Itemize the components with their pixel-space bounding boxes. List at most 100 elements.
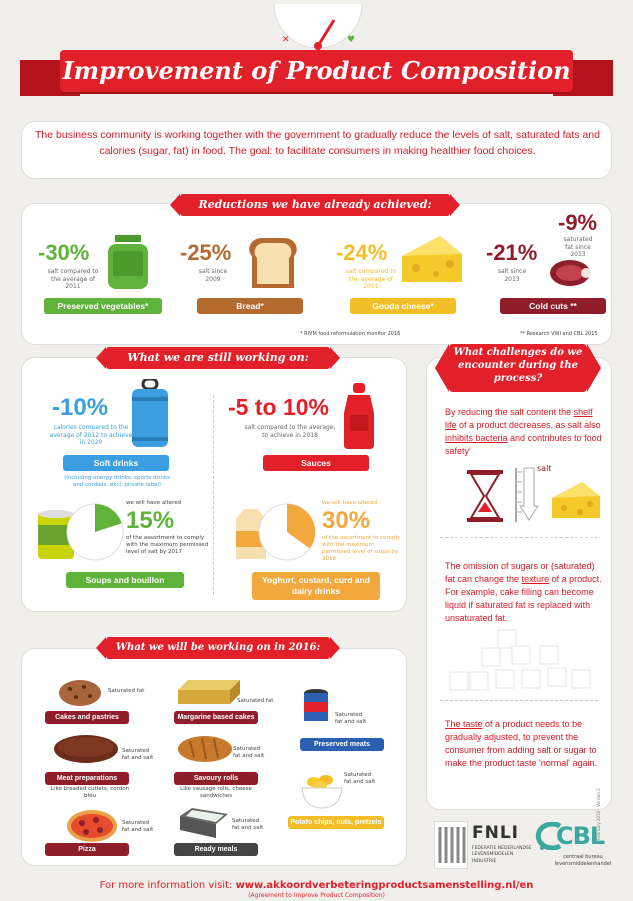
sauces-label: Sauces bbox=[263, 455, 369, 471]
achieved-label-2: Bread* bbox=[197, 298, 303, 314]
roll-icon bbox=[178, 736, 232, 762]
achieved-sub-4: salt since 2013 bbox=[497, 268, 527, 283]
jar-icon bbox=[108, 235, 148, 289]
tin-can-icon bbox=[304, 689, 328, 721]
cake-bar-icon bbox=[178, 680, 240, 704]
achieved-sub-3: salt compared to the average of 2011 bbox=[345, 268, 397, 290]
achieved-sub-1: salt compared to the average of 2011 bbox=[47, 268, 99, 290]
sauce-bottle-icon bbox=[344, 383, 374, 449]
sauces-pct: -5 to 10% bbox=[228, 394, 329, 420]
intro-text: The business community is working togeth… bbox=[35, 129, 600, 157]
dairy-pct: 30% bbox=[322, 507, 371, 534]
pizza-label: Pizza bbox=[45, 843, 129, 856]
ready-label: Ready meals bbox=[174, 843, 258, 856]
cbl-sub: centraal bureau levensmiddelenhandel bbox=[554, 854, 612, 867]
dairy-label: Yoghurt, custard, curd and dairy drinks bbox=[252, 572, 380, 601]
challenges-heading-bg bbox=[449, 344, 587, 392]
cbl-logo: CBL bbox=[556, 822, 605, 850]
salt-label: salt bbox=[537, 464, 552, 473]
achieved-heading: Reductions we have already achieved: bbox=[170, 194, 460, 216]
achieved-pct2-4: -9% bbox=[558, 210, 598, 235]
cheese-small-icon bbox=[552, 482, 600, 518]
chips-bowl-icon bbox=[301, 775, 343, 809]
fnli-logo: FNLI bbox=[472, 823, 519, 843]
soups-label: Soups and bouillon bbox=[66, 572, 184, 588]
margarine-note: Saturated fat bbox=[237, 698, 274, 704]
page-title: Improvement of Product Composition bbox=[62, 56, 571, 85]
meats-note: Saturated fat and salt bbox=[335, 712, 367, 726]
chips-note: Saturated fat and salt bbox=[344, 772, 376, 786]
footer-url[interactable]: www.akkoordverbeteringproductsamenstelli… bbox=[235, 880, 534, 891]
challenge-divider-1 bbox=[440, 537, 598, 538]
cakes-note: Saturated fat bbox=[108, 688, 145, 694]
challenge-2: The omission of sugars or (saturated) fa… bbox=[445, 561, 602, 624]
svg-text:✕: ✕ bbox=[282, 35, 290, 45]
bread-icon bbox=[249, 238, 297, 288]
challenges-heading: What challenges do we encounter during t… bbox=[453, 347, 583, 384]
footer-line: For more information visit: www.akkoordv… bbox=[0, 880, 633, 892]
soup-can-icon bbox=[38, 510, 74, 559]
challenge-divider-2 bbox=[440, 700, 598, 701]
cheese-icon bbox=[402, 236, 462, 282]
soft-sub: calories compared to the average of 2012… bbox=[49, 424, 133, 446]
pizza-icon bbox=[67, 810, 117, 842]
working-heading: What we are still working on: bbox=[96, 347, 340, 369]
achieved-foot-2: ** Research VWI and CBL 2015 bbox=[520, 331, 598, 337]
salt-scale-icon bbox=[515, 467, 538, 522]
ready-note: Saturated fat and salt bbox=[232, 818, 264, 832]
soft-pct: -10% bbox=[52, 394, 109, 421]
rolls-extra: Like sausage rolls, cheese sandwiches bbox=[180, 786, 252, 800]
dairy-carton-icon bbox=[236, 509, 266, 559]
achieved-label-4: Cold cuts ** bbox=[500, 298, 606, 314]
intro-card bbox=[21, 121, 612, 179]
soups-pct: 15% bbox=[126, 507, 175, 534]
achieved-sub2-4: saturated fat since 2013 bbox=[563, 236, 593, 258]
footer-sub: (Agreement to Improve Product Compositio… bbox=[248, 892, 385, 899]
chips-label: Potato chips, nuts, pretzels bbox=[288, 816, 384, 829]
svg-text:♥: ♥ bbox=[347, 35, 355, 45]
cakes-label: Cakes and pastries bbox=[45, 711, 129, 724]
challenge-1: By reducing the salt content the shelf l… bbox=[445, 407, 602, 457]
gauge-icon: ✕ ♥ bbox=[273, 3, 363, 50]
title-banner: Improvement of Product Composition bbox=[20, 46, 613, 102]
fnli-logo-icon bbox=[434, 821, 468, 869]
working-divider bbox=[213, 395, 214, 595]
ready-meal-icon bbox=[180, 808, 228, 838]
cookie-icon bbox=[59, 680, 101, 706]
margarine-label: Margarine based cakes bbox=[174, 711, 258, 724]
soups-top: we will have altered bbox=[126, 500, 182, 506]
challenge-3: The taste of a product needs to be gradu… bbox=[445, 719, 598, 769]
sugar-cubes-icon bbox=[449, 629, 591, 691]
achieved-sub-2: salt since 2009 bbox=[198, 268, 228, 283]
soft-label: Soft drinks bbox=[63, 455, 169, 471]
footer-prefix: For more information visit: bbox=[99, 880, 236, 891]
dairy-top: we will have altered bbox=[322, 500, 378, 506]
achieved-pct-1: -30% bbox=[38, 240, 90, 265]
working-card bbox=[21, 357, 407, 612]
footer-side-note: February 2016 - Version 2 bbox=[596, 788, 601, 840]
challenges-card bbox=[426, 357, 612, 810]
achieved-label-1: Preserved vegetables* bbox=[44, 298, 162, 314]
dairy-sub: of the assortment to comply with the max… bbox=[322, 535, 401, 563]
rolls-label: Savoury rolls bbox=[174, 772, 258, 785]
achieved-label-3: Gouda cheese* bbox=[350, 298, 456, 314]
cutlet-icon bbox=[54, 735, 118, 763]
dairy-pie bbox=[258, 503, 316, 561]
meat-icon bbox=[550, 260, 591, 286]
soda-can-icon bbox=[132, 379, 168, 447]
hourglass-icon bbox=[467, 470, 503, 522]
challenges-heading-arrow-left bbox=[435, 344, 449, 392]
rolls-note: Saturated fat and salt bbox=[233, 746, 265, 760]
challenges-heading-arrow-right bbox=[587, 344, 601, 392]
achieved-pct-3: -24% bbox=[336, 240, 388, 265]
achieved-foot-1: * RIVM food reformulation monitor 2016 bbox=[300, 331, 401, 337]
year2016-heading: What we will be working on in 2016: bbox=[96, 637, 340, 659]
fnli-sub: FEDERATIE NEDERLANDSE LEVENSMIDDELEN IND… bbox=[472, 846, 532, 864]
soft-note: (including energy drinks, sports drinks … bbox=[64, 475, 170, 489]
pizza-note: Saturated fat and salt bbox=[122, 820, 154, 834]
achieved-pct-4: -21% bbox=[486, 240, 538, 265]
sauces-sub: salt compared to the average, to achieve… bbox=[244, 424, 336, 439]
soups-pie bbox=[66, 503, 124, 561]
soups-sub: of the assortment to comply with the max… bbox=[126, 535, 209, 556]
meat-prep-label: Meat preparations bbox=[45, 772, 129, 785]
